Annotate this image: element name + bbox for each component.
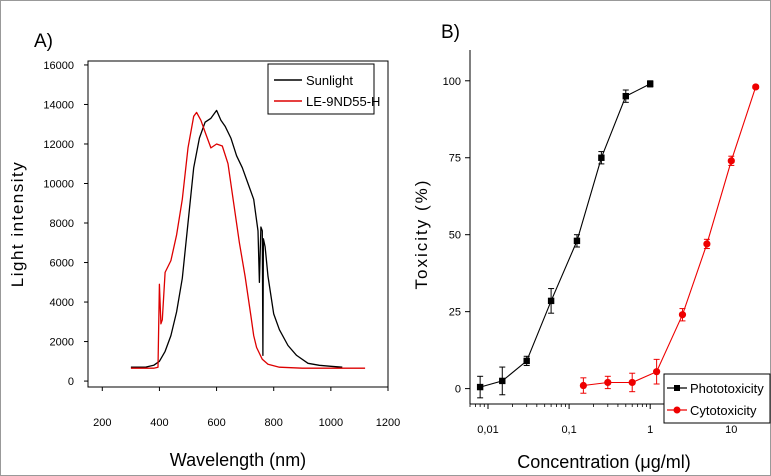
series-line-sunlight	[130, 109, 343, 368]
panel-b-legend: Phototoxicity Cytotoxicity	[663, 373, 771, 424]
data-point-cytotoxicity	[703, 240, 711, 248]
series-line-cytotoxicity	[583, 86, 757, 387]
series-line-le-9nd55-h	[130, 111, 366, 369]
x-tick-label: 400	[150, 417, 168, 429]
legend-le-9nd55-h-label: LE-9ND55-H	[306, 94, 380, 109]
legend-phototoxicity-label: Phototoxicity	[690, 381, 764, 396]
panel-b-y-ticks: 0 25 50 75 100	[443, 76, 470, 396]
x-tick-label: 10	[725, 424, 737, 436]
panel-a: A) 0 2000 4000 6000 8000 10000 12000 14000 16000…	[8, 31, 400, 470]
panel-b-label: B)	[441, 22, 460, 43]
y-tick-label: 75	[449, 153, 461, 165]
data-point-phototoxicity	[523, 357, 530, 365]
y-tick-label: 0	[68, 376, 74, 388]
data-point-phototoxicity	[622, 92, 629, 100]
panel-a-plot-area	[87, 60, 389, 388]
x-tick-label: 1000	[319, 417, 343, 429]
y-tick-label: 16000	[43, 60, 74, 72]
x-tick-label: 200	[93, 417, 111, 429]
y-tick-label: 50	[449, 230, 461, 242]
y-tick-label: 6000	[50, 258, 74, 270]
data-point-cytotoxicity	[678, 311, 687, 319]
panel-a-x-ticks: 200 400 600 800 1000 1200	[93, 387, 400, 429]
y-tick-label: 14000	[43, 99, 74, 111]
y-tick-label: 4000	[50, 297, 74, 309]
y-tick-label: 12000	[43, 139, 74, 151]
y-tick-label: 10000	[43, 178, 74, 190]
y-tick-label: 8000	[50, 218, 74, 230]
x-tick-label: 600	[207, 417, 225, 429]
panel-b-legend-box	[663, 373, 771, 424]
data-point-phototoxicity	[547, 297, 555, 305]
x-tick-label: 0,1	[561, 424, 576, 436]
panel-b-x-axis-label: Concentration (μg/ml)	[517, 452, 690, 472]
panel-a-x-axis-label: Wavelength (nm)	[170, 450, 306, 470]
data-point-phototoxicity	[499, 377, 506, 385]
data-point-phototoxicity	[647, 80, 654, 88]
panel-a-legend-box	[267, 63, 375, 115]
panel-a-label: A)	[34, 31, 53, 52]
data-point-phototoxicity	[598, 154, 605, 161]
legend-cytotoxicity-label: Cytotoxicity	[690, 403, 757, 418]
data-point-cytotoxicity	[752, 83, 760, 91]
data-point-phototoxicity	[573, 237, 581, 245]
data-point-phototoxicity	[476, 383, 484, 391]
panel-b-series	[476, 80, 760, 399]
data-point-cytotoxicity	[653, 368, 661, 376]
y-tick-label: 100	[443, 76, 461, 88]
y-tick-label: 25	[449, 307, 461, 319]
panel-b-y-axis-label: Toxicity (%)	[412, 179, 431, 290]
x-tick-label: 0,01	[477, 424, 498, 436]
panel-b-axes	[469, 50, 770, 405]
legend-cytotoxicity-marker	[673, 406, 681, 414]
panel-a-y-ticks: 0 2000 4000 6000 8000 10000 12000 14000 16000	[43, 60, 88, 388]
panel-a-y-axis-label: Light intensity	[8, 161, 27, 287]
data-point-cytotoxicity	[628, 378, 636, 387]
panel-a-legend: Sunlight LE-9ND55-H	[267, 63, 380, 115]
x-tick-label: 1200	[376, 417, 400, 429]
series-line-phototoxicity	[479, 83, 651, 388]
y-tick-label: 2000	[50, 337, 74, 349]
data-point-cytotoxicity	[579, 381, 587, 390]
x-tick-label: 1	[647, 424, 653, 436]
panel-b: B) 0 25 50 75 100 0,01 0,1 1 10 Concentration (…	[412, 22, 771, 472]
legend-phototoxicity-marker	[674, 385, 680, 391]
data-point-cytotoxicity	[604, 378, 612, 387]
panel-a-series	[130, 109, 366, 369]
data-point-cytotoxicity	[727, 157, 735, 165]
x-tick-label: 800	[265, 417, 283, 429]
y-tick-label: 0	[455, 384, 461, 396]
legend-sunlight-label: Sunlight	[306, 73, 353, 88]
